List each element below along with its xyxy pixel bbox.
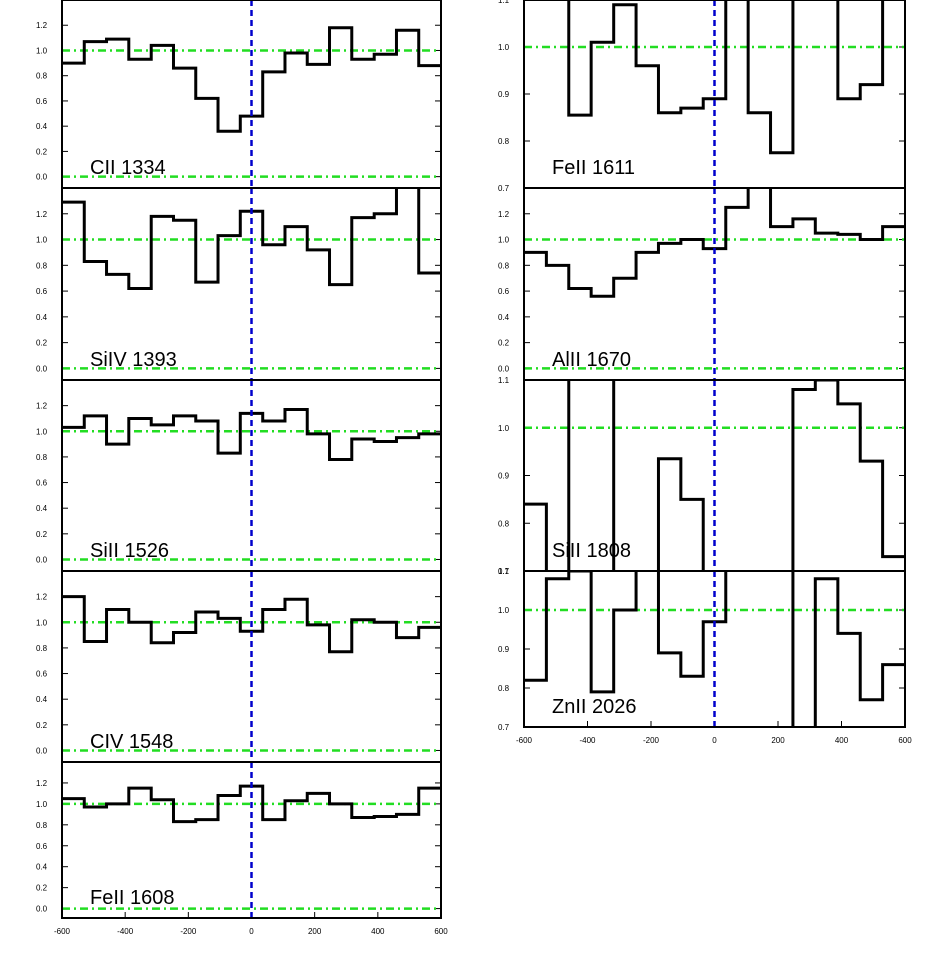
panel-label: CII 1334 [90, 157, 166, 179]
y-tick-label: 0.8 [36, 261, 48, 270]
x-tick-label: -400 [117, 927, 134, 936]
x-tick-label: 200 [308, 927, 322, 936]
y-tick-label: 0.2 [498, 339, 510, 348]
y-tick-label: 0.2 [36, 530, 48, 539]
y-tick-label: 0.4 [36, 313, 48, 322]
spectrum [567, 0, 885, 155]
y-tick-label: 1.2 [36, 21, 48, 30]
x-tick-label: 600 [898, 736, 912, 745]
spectrum [524, 571, 905, 727]
y-tick-label: 1.0 [36, 618, 48, 627]
y-tick-label: 0.8 [36, 644, 48, 653]
y-tick-label: 0.6 [498, 287, 510, 296]
panel: 0.0 0.2 0.4 0.6 0.8 1.0 1.2 CIV 1548 [36, 570, 442, 763]
y-tick-label: 0.2 [36, 147, 48, 156]
panel-label: AlII 1670 [552, 349, 631, 371]
y-tick-label: 0.0 [36, 173, 48, 182]
panel: 0.0 0.2 0.4 0.6 0.8 1.0 1.2 CII 1334 [36, 0, 442, 189]
panel-label: CIV 1548 [90, 731, 173, 753]
y-tick-label: 1.2 [36, 779, 48, 788]
y-tick-label: 1.1 [498, 376, 510, 385]
x-tick-label: 0 [249, 927, 254, 936]
x-tick-label: -200 [643, 736, 660, 745]
y-tick-label: 0.6 [36, 97, 48, 106]
y-tick-label: 0.9 [498, 472, 510, 481]
panel-label: FeII 1611 [552, 157, 635, 179]
panel: 0.0 0.2 0.4 0.6 0.8 1.0 1.2 -600 -400 -200 0 200 400… [36, 761, 448, 936]
y-tick-label: 1.0 [498, 43, 510, 52]
panel: 0.0 0.2 0.4 0.6 0.8 1.0 1.2 SiII 1526 [36, 379, 442, 572]
y-tick-label: 0.8 [498, 519, 510, 528]
y-tick-label: 0.0 [498, 364, 510, 373]
x-tick-label: -400 [579, 736, 596, 745]
panel-label: SiII 1526 [90, 540, 169, 562]
x-tick-label: 0 [712, 736, 717, 745]
y-tick-label: 0.4 [36, 863, 48, 872]
y-tick-label: 1.0 [498, 606, 510, 615]
y-tick-label: 0.0 [36, 364, 48, 373]
y-tick-label: 1.0 [498, 236, 510, 245]
y-tick-label: 0.4 [36, 504, 48, 513]
panel-label: FeII 1608 [90, 887, 175, 909]
y-tick-label: 1.0 [36, 800, 48, 809]
frame [61, 761, 442, 919]
x-tick-label: -600 [54, 927, 71, 936]
y-tick-label: 1.0 [498, 424, 510, 433]
x-tick-label: 200 [771, 736, 785, 745]
panel-label: SiII 1808 [552, 540, 631, 562]
panel: 0.7 0.8 0.9 1.0 1.1 -600 -400 -200 0 200 400 600 ZnI… [498, 567, 912, 745]
y-tick-label: 0.2 [36, 721, 48, 730]
spectrum [524, 380, 905, 571]
y-tick-label: 0.8 [36, 453, 48, 462]
panel: 0.7 0.8 0.9 1.0 1.1 FeII 1611 [498, 0, 906, 193]
y-tick-label: 0.8 [36, 821, 48, 830]
y-tick-label: 0.0 [36, 555, 48, 564]
y-tick-label: 1.2 [36, 402, 48, 411]
x-tick-label: 400 [835, 736, 849, 745]
y-tick-label: 0.4 [498, 313, 510, 322]
panel: 0.0 0.2 0.4 0.6 0.8 1.0 1.2 SiIV 1393 [36, 187, 442, 381]
y-tick-label: 0.4 [36, 695, 48, 704]
y-tick-label: 1.0 [36, 46, 48, 55]
y-tick-label: 0.8 [36, 72, 48, 81]
x-tick-label: -600 [516, 736, 533, 745]
y-tick-label: 0.6 [36, 479, 48, 488]
panel: 0.7 0.8 0.9 1.0 1.1 SiII 1808 [498, 376, 906, 576]
panel: 0.0 0.2 0.4 0.6 0.8 1.0 1.2 AlII 1670 [498, 187, 906, 381]
x-tick-label: -200 [180, 927, 197, 936]
y-tick-label: 0.4 [36, 122, 48, 131]
y-tick-label: 0.9 [498, 645, 510, 654]
y-tick-label: 1.1 [498, 567, 510, 576]
y-tick-label: 0.9 [498, 90, 510, 99]
y-tick-label: 0.7 [498, 723, 510, 732]
y-tick-label: 0.6 [36, 670, 48, 679]
y-tick-label: 1.0 [36, 236, 48, 245]
y-tick-label: 0.7 [498, 184, 510, 193]
frame [523, 570, 906, 728]
y-tick-label: 0.2 [36, 339, 48, 348]
y-tick-label: 1.1 [498, 0, 510, 5]
y-tick-label: 0.6 [36, 842, 48, 851]
panel-label: SiIV 1393 [90, 349, 177, 371]
x-tick-label: 400 [371, 927, 385, 936]
y-tick-label: 1.2 [36, 593, 48, 602]
y-tick-label: 0.6 [36, 287, 48, 296]
y-tick-label: 0.8 [498, 261, 510, 270]
y-tick-label: 0.0 [36, 746, 48, 755]
y-tick-label: 0.2 [36, 884, 48, 893]
y-tick-label: 1.2 [36, 210, 48, 219]
y-tick-label: 0.8 [498, 137, 510, 146]
y-tick-label: 0.0 [36, 905, 48, 914]
y-tick-label: 1.2 [498, 210, 510, 219]
y-tick-label: 1.0 [36, 427, 48, 436]
y-tick-label: 0.7 [498, 567, 510, 576]
x-tick-label: 600 [434, 927, 448, 936]
y-tick-label: 0.8 [498, 684, 510, 693]
panel-label: ZnII 2026 [552, 696, 637, 718]
spectrum [62, 26, 441, 133]
